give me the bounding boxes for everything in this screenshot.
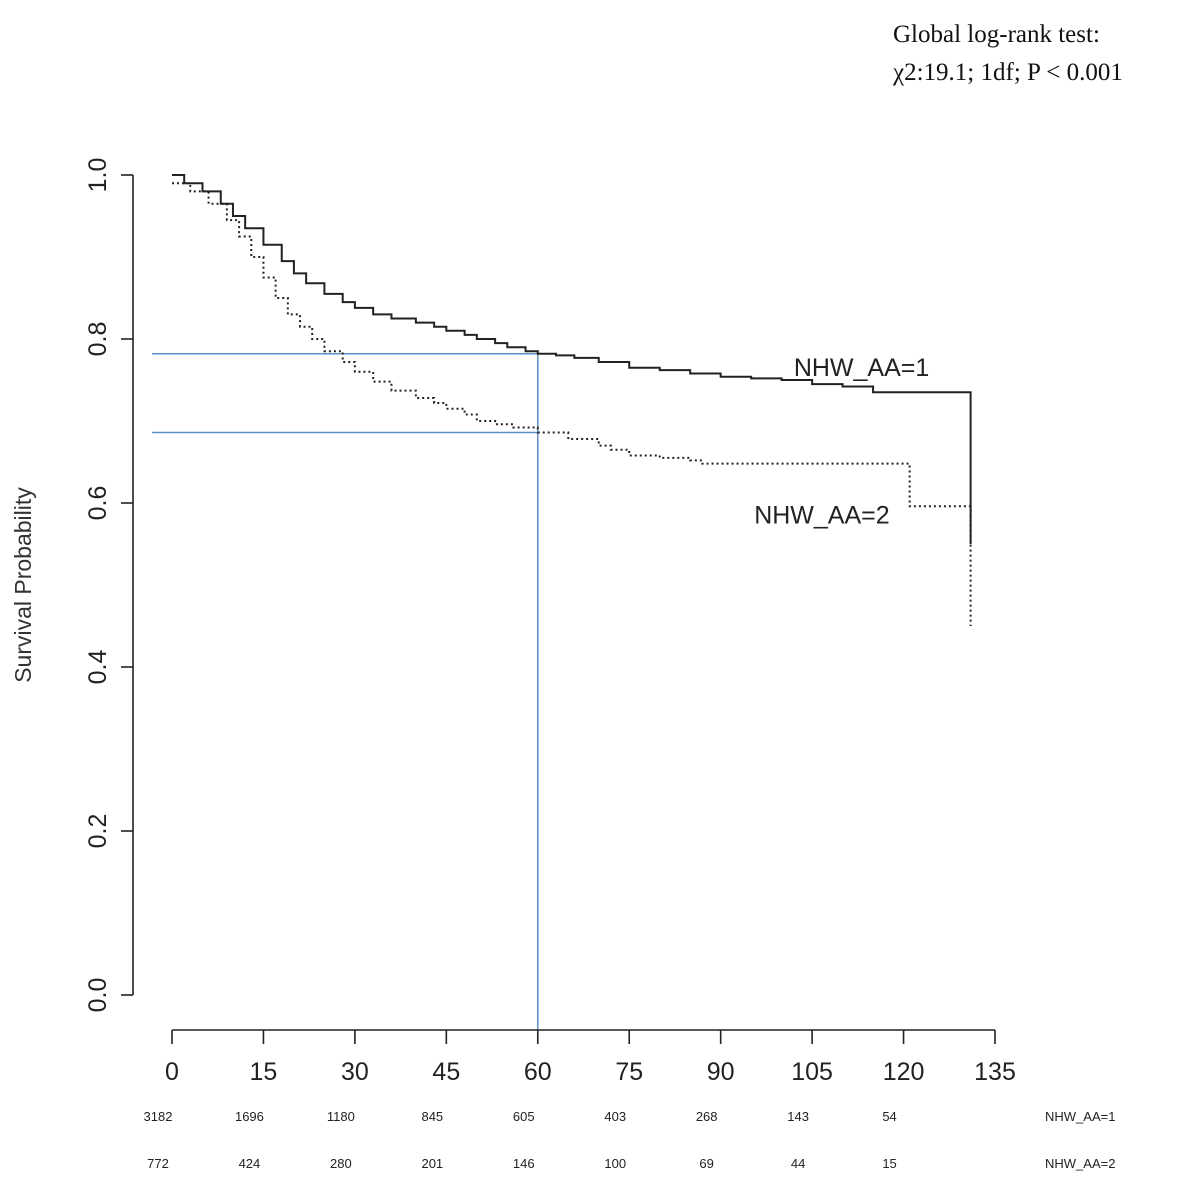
risk-count: 3182 [144,1109,173,1124]
risk-count: 605 [513,1109,535,1124]
risk-count: 15 [882,1156,896,1171]
survival-curves [172,174,972,626]
log-rank-test-statistics: χ2:19.1; 1df; P < 0.001 [892,59,1123,86]
y-tick-label: 0.4 [84,650,112,685]
survival-curve-1 [172,174,972,544]
y-tick-label: 1.0 [84,158,112,193]
risk-count: 69 [699,1156,713,1171]
x-tick-label: 60 [524,1058,552,1086]
x-axis: 0 15 30 45 60 75 90 105 120 135 [165,1029,1016,1086]
number-at-risk-table: 3182 1696 1180 845 605 403 268 143 54 NHW_AA=1 772… [144,1109,1116,1171]
risk-count: 268 [696,1109,718,1124]
risk-count: 44 [791,1156,805,1171]
risk-count: 1696 [235,1109,264,1124]
x-tick-label: 90 [707,1058,735,1086]
x-tick-label: 45 [432,1058,460,1086]
log-rank-test-title: Global log-rank test: [893,21,1100,48]
curve-label-1: NHW_AA=1 [794,354,929,382]
y-tick-label: 0.6 [84,486,112,521]
x-tick-label: 120 [883,1058,925,1086]
risk-count: 772 [147,1156,169,1171]
y-tick-label: 0.8 [84,322,112,357]
risk-count: 54 [882,1109,896,1124]
x-tick-label: 15 [250,1058,278,1086]
risk-row-label: NHW_AA=1 [1045,1109,1115,1124]
x-tick-label: 30 [341,1058,369,1086]
y-tick-label: 0.0 [84,978,112,1013]
risk-count: 100 [604,1156,626,1171]
curve-label-2: NHW_AA=2 [754,502,889,530]
risk-count: 201 [421,1156,443,1171]
survival-curve-2 [172,182,972,626]
risk-count: 146 [513,1156,535,1171]
x-tick-label: 105 [791,1058,833,1086]
x-tick-label: 0 [165,1058,179,1086]
x-tick-label: 75 [615,1058,643,1086]
risk-row-label: NHW_AA=2 [1045,1156,1115,1171]
y-axis: 0.0 0.2 0.4 0.6 0.8 1.0 [84,158,134,1013]
risk-count: 1180 [327,1109,355,1124]
risk-count: 845 [421,1109,443,1124]
risk-count: 403 [604,1109,626,1124]
curve-labels: NHW_AA=1 NHW_AA=2 [754,354,929,530]
risk-count: 280 [330,1156,352,1171]
y-axis-title: Survival Probability [10,487,36,683]
risk-count: 424 [239,1156,261,1171]
risk-count: 143 [787,1109,809,1124]
y-tick-label: 0.2 [84,814,112,849]
reference-lines [152,353,539,1030]
x-tick-label: 135 [974,1058,1016,1086]
